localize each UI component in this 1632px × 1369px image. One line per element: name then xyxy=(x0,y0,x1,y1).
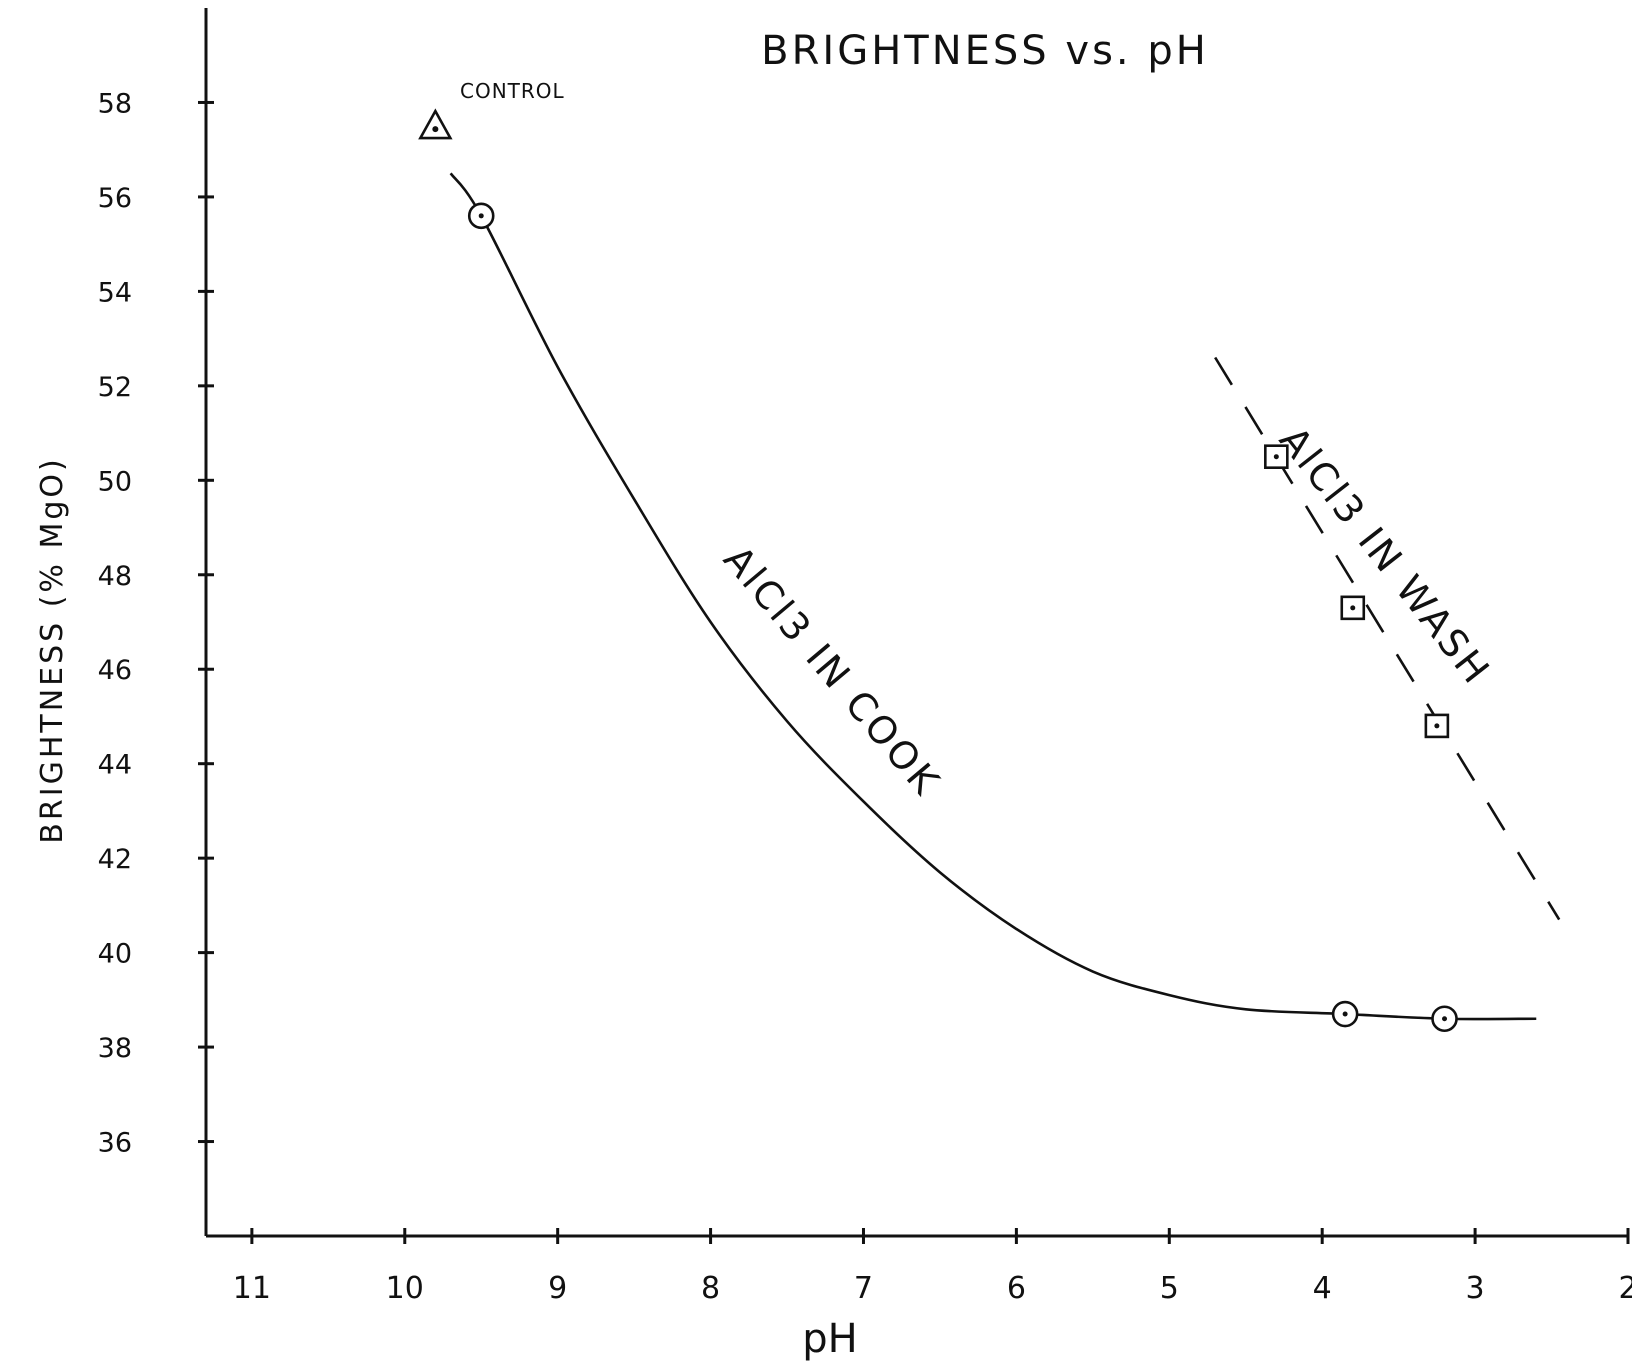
y-tick-label: 46 xyxy=(98,655,132,686)
alcl3-in-cook-point-dot xyxy=(478,213,484,219)
alcl3-in-cook-line xyxy=(449,172,1537,1021)
x-ticks: 11 10 9 8 7 6 5 4 3 2 xyxy=(233,1228,1632,1306)
alcl3-in-cook-point-dot xyxy=(1342,1011,1348,1017)
alcl3-in-wash-point-dot xyxy=(1350,605,1356,611)
series-layer xyxy=(418,108,1561,1033)
y-tick-label: 56 xyxy=(98,183,132,214)
x-tick-label: 2 xyxy=(1618,1271,1632,1306)
y-tick-label: 48 xyxy=(98,561,132,592)
alcl3-in-wash-point-dot xyxy=(1434,723,1440,729)
y-tick-label: 50 xyxy=(98,466,132,497)
y-axis-label: BRIGHTNESS (% MgO) xyxy=(35,456,70,843)
y-tick-label: 42 xyxy=(98,844,132,875)
y-tick-label: 54 xyxy=(98,277,132,308)
y-tick-label: 40 xyxy=(98,939,132,970)
x-tick-label: 10 xyxy=(386,1271,424,1306)
y-tick-label: 38 xyxy=(98,1033,132,1064)
y-tick-label: 36 xyxy=(98,1128,132,1159)
alcl3-in-wash-line xyxy=(1214,356,1561,921)
x-tick-label: 9 xyxy=(548,1271,567,1306)
chart-title: BRIGHTNESS vs. pH xyxy=(761,28,1209,74)
control-point-dot xyxy=(432,126,439,133)
x-axis-label: pH xyxy=(802,1316,857,1362)
x-tick-label: 3 xyxy=(1466,1271,1485,1306)
axes xyxy=(204,8,1628,1238)
y-ticks: 58 56 54 52 50 48 46 44 42 40 38 36 xyxy=(98,88,214,1159)
x-tick-label: 4 xyxy=(1313,1271,1332,1306)
x-tick-label: 11 xyxy=(233,1271,271,1306)
x-tick-label: 5 xyxy=(1160,1271,1179,1306)
x-tick-label: 7 xyxy=(854,1271,873,1306)
x-tick-label: 6 xyxy=(1007,1271,1026,1306)
control-annotation: CONTROL xyxy=(460,79,565,103)
y-tick-label: 44 xyxy=(98,750,132,781)
wash-series-annotation: AlCl3 IN WASH xyxy=(1271,418,1499,693)
control-point xyxy=(418,108,453,140)
alcl3-in-wash-point-dot xyxy=(1273,454,1279,460)
y-tick-label: 52 xyxy=(98,372,132,403)
y-tick-label: 58 xyxy=(98,88,132,119)
cook-series-annotation: AlCl3 IN COOK xyxy=(715,538,949,805)
x-tick-label: 8 xyxy=(701,1271,720,1306)
alcl3-in-cook-point-dot xyxy=(1442,1016,1448,1022)
